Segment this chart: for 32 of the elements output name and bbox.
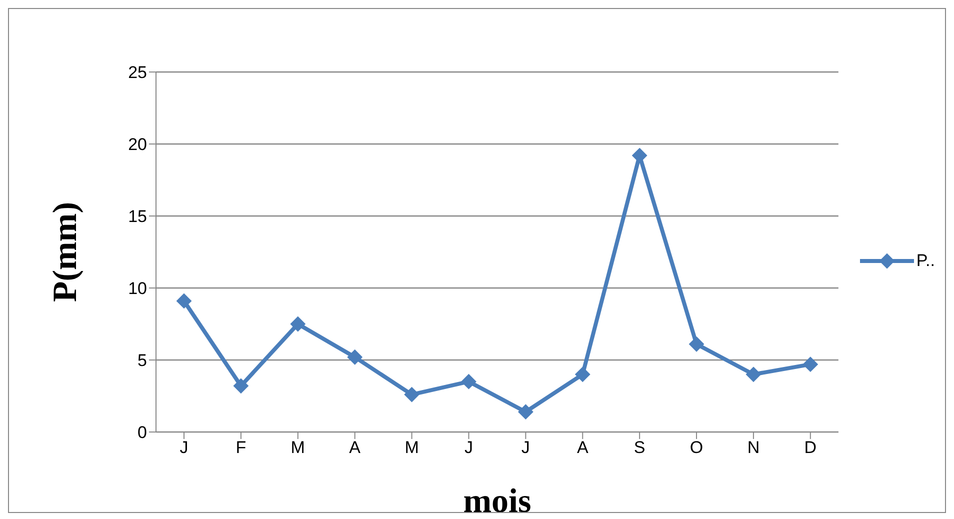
y-tick-label: 25 [128, 63, 147, 82]
x-tick-label: J [464, 438, 473, 458]
y-axis-title: P(mm) [47, 202, 84, 302]
x-tick-label: A [349, 438, 362, 458]
point [461, 374, 476, 390]
point [802, 356, 818, 372]
x-tick-label: S [634, 438, 646, 458]
x-tick-label: M [290, 438, 305, 458]
y-tick-label: 20 [128, 135, 147, 154]
y-tick-label: 15 [128, 207, 147, 226]
point [233, 378, 248, 394]
point [290, 316, 306, 332]
point [575, 366, 590, 382]
point [404, 387, 420, 402]
x-tick-label: F [236, 438, 246, 458]
x-tick-label: O [690, 438, 704, 458]
x-tick-label: M [404, 438, 419, 458]
y-tick-label: 10 [128, 279, 147, 298]
point [746, 366, 761, 382]
x-tick-label: J [180, 438, 188, 458]
legend-label: P.. [916, 250, 935, 270]
point [176, 293, 192, 308]
point [689, 336, 704, 352]
point [518, 404, 534, 420]
point [632, 148, 648, 164]
x-tick-label: A [576, 438, 589, 458]
y-tick-label: 0 [138, 423, 147, 442]
y-tick-label: 5 [138, 351, 147, 370]
point [347, 350, 362, 365]
x-tick-label: N [747, 438, 760, 458]
x-tick-label: D [804, 438, 817, 458]
x-tick-label: J [521, 438, 530, 458]
